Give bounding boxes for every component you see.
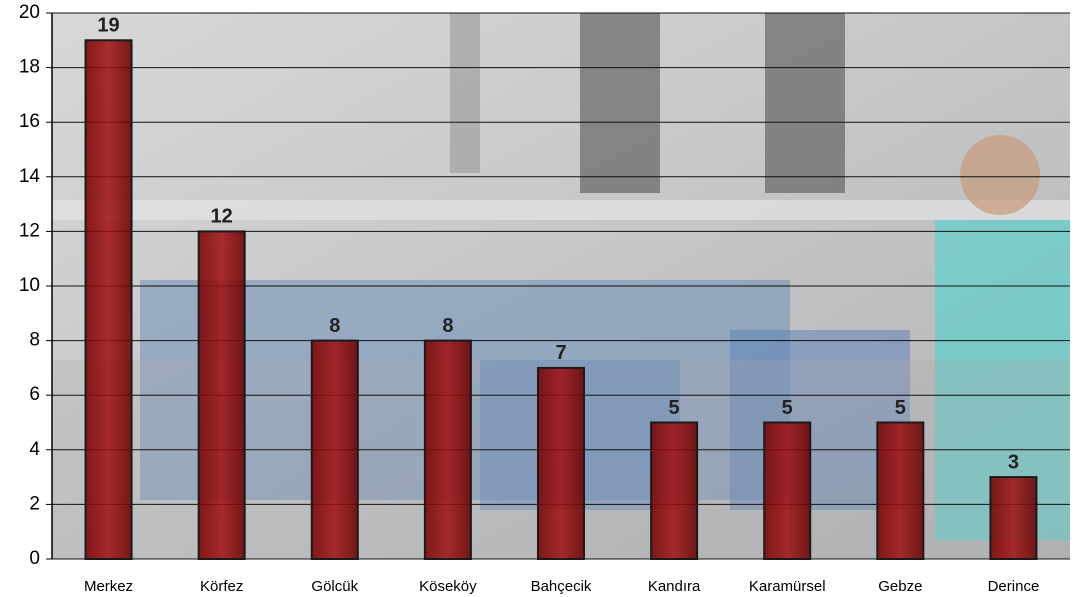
y-tick-label: 4 xyxy=(29,439,40,460)
bar xyxy=(763,421,812,560)
value-label: 5 xyxy=(669,397,680,419)
value-label: 8 xyxy=(329,315,340,337)
x-tick-label: Kandıra xyxy=(648,578,701,595)
y-tick-label: 14 xyxy=(19,166,41,187)
y-tick-label: 0 xyxy=(29,548,40,569)
value-label: 5 xyxy=(782,397,793,419)
bar xyxy=(989,476,1038,561)
y-tick-label: 20 xyxy=(19,2,40,23)
x-tick-label: Derince xyxy=(988,578,1040,595)
value-label: 12 xyxy=(211,206,233,228)
x-tick-label: Köseköy xyxy=(419,578,477,595)
value-label: 7 xyxy=(555,342,566,364)
x-tick-label: Gölcük xyxy=(311,578,358,595)
bar xyxy=(423,339,472,560)
bar xyxy=(197,230,246,560)
y-tick-label: 2 xyxy=(29,493,40,514)
bar xyxy=(310,339,359,560)
value-label: 3 xyxy=(1008,451,1019,473)
y-tick-label: 8 xyxy=(29,330,40,351)
value-label: 19 xyxy=(97,15,119,37)
x-tick-label: Karamürsel xyxy=(749,578,826,595)
bar xyxy=(537,366,585,560)
x-tick-label: Bahçecik xyxy=(531,578,592,595)
bar xyxy=(650,421,699,560)
y-tick-label: 12 xyxy=(19,220,40,241)
y-tick-label: 10 xyxy=(19,275,40,296)
bar xyxy=(84,39,133,561)
x-tick-label: Gebze xyxy=(878,578,922,595)
value-label: 8 xyxy=(442,315,453,337)
y-tick-label: 6 xyxy=(29,384,40,405)
y-tick-label: 16 xyxy=(19,111,40,132)
y-tick-label: 18 xyxy=(19,57,40,78)
bar xyxy=(876,421,925,560)
value-label: 5 xyxy=(895,397,906,419)
x-tick-label: Körfez xyxy=(200,578,243,595)
x-tick-label: Merkez xyxy=(84,578,133,595)
